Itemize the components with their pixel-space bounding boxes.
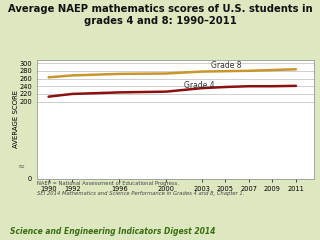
Text: Grade 8: Grade 8 — [211, 61, 242, 70]
Text: Average NAEP mathematics scores of U.S. students in
grades 4 and 8: 1990–2011: Average NAEP mathematics scores of U.S. … — [8, 4, 312, 26]
Text: NAEP = National Assessment of Educational Progress.: NAEP = National Assessment of Educationa… — [37, 181, 179, 186]
Text: Science and Engineering Indicators Digest 2014: Science and Engineering Indicators Diges… — [10, 227, 215, 236]
Text: Grade 4: Grade 4 — [184, 81, 215, 90]
Text: SEI 2014 Mathematics and Science Performance in Grades 4 and 8, Chapter 1.: SEI 2014 Mathematics and Science Perform… — [37, 191, 244, 196]
Y-axis label: AVERAGE SCORE: AVERAGE SCORE — [13, 90, 20, 149]
Text: ≈: ≈ — [17, 161, 24, 170]
